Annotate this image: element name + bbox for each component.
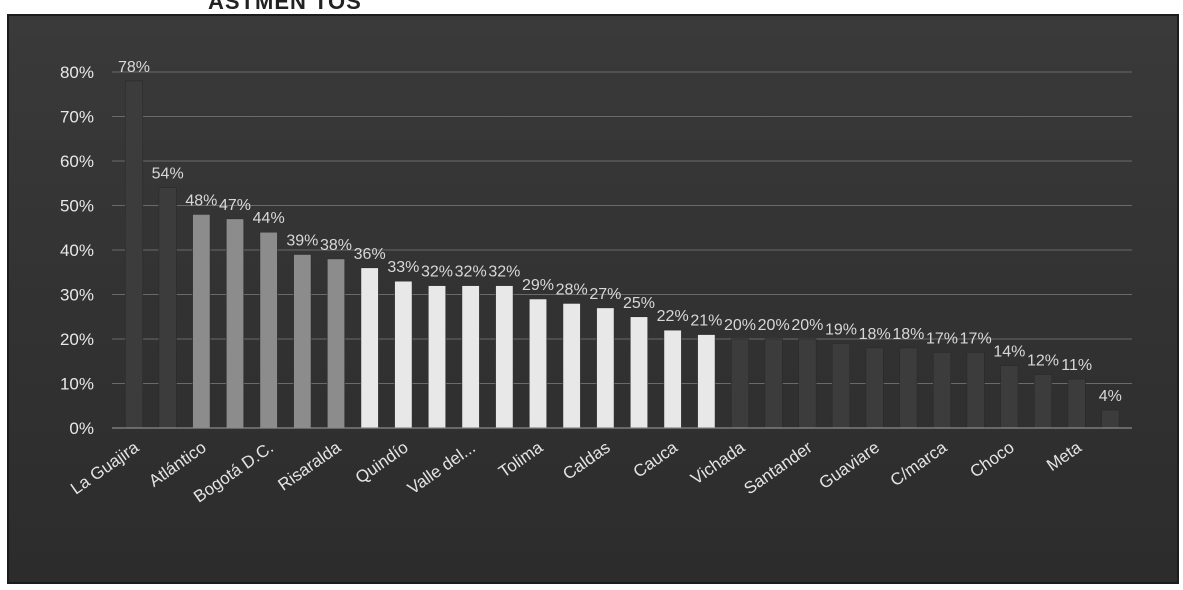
y-tick-label: 50%: [60, 197, 94, 216]
data-label: 47%: [219, 197, 251, 214]
data-label: 32%: [455, 264, 487, 281]
bar: [360, 267, 379, 429]
header-fragment: ASTMEN TOS: [208, 0, 362, 14]
bar: [495, 285, 514, 429]
data-label: 4%: [1099, 388, 1122, 405]
bar: [1000, 365, 1019, 429]
category-label: C/marca: [887, 437, 951, 490]
bar: [932, 352, 952, 429]
data-label: 33%: [387, 259, 419, 276]
y-tick-label: 20%: [60, 330, 94, 349]
bar: [124, 80, 144, 429]
data-label: 38%: [320, 237, 352, 254]
category-label: La Guajira: [67, 437, 143, 498]
category-label: Atlántico: [145, 438, 209, 491]
category-label: Guaviare: [816, 438, 883, 493]
bar: [629, 316, 649, 429]
bar: [1033, 374, 1053, 429]
bar: [831, 343, 851, 429]
data-label: 78%: [118, 59, 150, 76]
category-label: Meta: [1043, 437, 1085, 475]
data-label: 22%: [657, 308, 689, 325]
data-label: 17%: [960, 330, 992, 347]
bar: [865, 347, 884, 429]
bar: [259, 231, 278, 429]
bar: [394, 280, 413, 429]
data-label: 36%: [354, 246, 386, 263]
bar: [764, 338, 783, 429]
y-tick-label: 40%: [60, 241, 94, 260]
data-label: 48%: [185, 192, 217, 209]
bar: [798, 338, 817, 429]
bar: [528, 298, 548, 429]
data-label: 27%: [589, 286, 621, 303]
bar: [966, 352, 985, 429]
data-label: 39%: [286, 232, 318, 249]
bar: [461, 285, 480, 429]
data-label: 14%: [993, 344, 1025, 361]
y-tick-label: 10%: [60, 375, 94, 394]
category-label: Valle del...: [404, 438, 479, 498]
category-label: Santander: [740, 438, 815, 499]
data-label: 20%: [791, 317, 823, 334]
y-tick-label: 80%: [60, 63, 94, 82]
bar: [326, 258, 346, 429]
data-label: 20%: [724, 317, 756, 334]
data-label: 29%: [522, 277, 554, 294]
category-label: Cauca: [630, 437, 682, 481]
category-label: Quindío: [352, 438, 412, 488]
bar: [1067, 378, 1086, 429]
bar: [158, 187, 177, 429]
data-label: 54%: [152, 166, 184, 183]
bar: [730, 338, 750, 429]
data-label: 20%: [758, 317, 790, 334]
y-tick-label: 60%: [60, 152, 94, 171]
data-label: 12%: [1027, 353, 1059, 370]
bar: [427, 285, 447, 429]
data-label: 25%: [623, 295, 655, 312]
category-label: Caldas: [559, 438, 613, 484]
data-label: 18%: [892, 326, 924, 343]
bar: [1101, 409, 1120, 429]
bar: [225, 218, 245, 429]
data-label: 19%: [825, 321, 857, 338]
category-label: Risaralda: [275, 437, 345, 494]
bar: [697, 334, 716, 429]
bar: [192, 214, 211, 429]
data-label: 21%: [690, 313, 722, 330]
data-label: 17%: [926, 330, 958, 347]
data-label: 44%: [253, 210, 285, 227]
y-tick-label: 70%: [60, 108, 94, 127]
category-label: Vichada: [687, 437, 748, 488]
data-label: 28%: [556, 281, 588, 298]
bar: [899, 347, 918, 429]
data-label: 32%: [488, 264, 520, 281]
bar: [562, 303, 581, 429]
bar: [293, 254, 312, 429]
data-label: 18%: [859, 326, 891, 343]
bar: [663, 329, 682, 429]
data-label: 11%: [1061, 357, 1092, 374]
data-label: 32%: [421, 264, 453, 281]
y-tick-label: 0%: [69, 419, 94, 438]
category-label: Tolima: [495, 437, 547, 481]
category-label: Choco: [966, 438, 1017, 482]
bar: [596, 307, 615, 429]
y-tick-label: 30%: [60, 286, 94, 305]
